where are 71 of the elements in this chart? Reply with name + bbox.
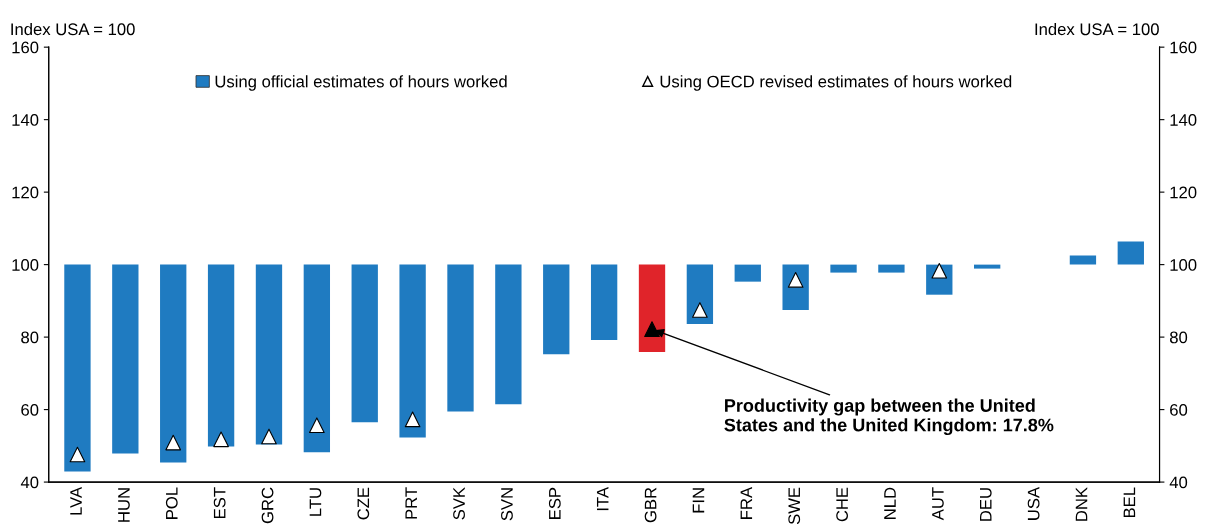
bar [1117, 241, 1144, 265]
x-tick-label: GBR [644, 487, 657, 523]
bar [495, 264, 522, 405]
bar [974, 264, 1001, 269]
x-tick-label: DEU [980, 488, 992, 521]
point [261, 428, 277, 445]
y-tick-label: 60 [21, 403, 39, 416]
x-tick-label: SVN [501, 488, 513, 521]
y-tick-label: 100 [12, 259, 39, 271]
point [931, 262, 948, 279]
y-tick-label: 120 [12, 186, 39, 199]
point [404, 411, 421, 428]
y2-axis-title: Index USA = 100 [1035, 22, 1159, 36]
bar [590, 264, 618, 341]
x-tick-label: ITA [596, 486, 609, 511]
x-tick-label: FRA [740, 486, 753, 519]
bar [160, 264, 187, 463]
legend-label: Using official estimates of hours worked [215, 75, 507, 91]
x-tick-label: SVK [453, 487, 465, 520]
bar [303, 264, 331, 453]
legend-label: Using OECD revised estimates of hours worked [660, 75, 1012, 91]
bar [399, 264, 426, 438]
y2-tick-label: 140 [1170, 114, 1197, 126]
point [213, 431, 229, 448]
x-tick-label: FIN [692, 488, 705, 513]
bar [112, 264, 139, 454]
y-tick-label: 160 [12, 41, 39, 54]
x-tick-label: DNK [1075, 487, 1088, 521]
point [165, 434, 182, 451]
x-tick-label: CZE [357, 487, 370, 520]
y2-tick-label: 60 [1170, 403, 1188, 416]
y-tick-label: 80 [21, 331, 39, 344]
bar [543, 264, 570, 355]
x-tick-label: SWE [788, 487, 801, 524]
y2-tick-label: 120 [1170, 186, 1197, 199]
bar [830, 264, 857, 273]
bar [686, 264, 714, 325]
point [309, 417, 325, 434]
x-tick-label: NLD [884, 487, 896, 519]
point [69, 446, 86, 463]
y2-tick-label: 80 [1169, 331, 1188, 344]
bar [255, 264, 283, 445]
x-tick-label: USA [1027, 486, 1040, 520]
bar [351, 264, 378, 423]
x-tick-label: EST [213, 487, 226, 518]
bar [1069, 255, 1097, 265]
y2-tick-label: 100 [1170, 259, 1197, 271]
bar [447, 264, 474, 412]
point [692, 302, 708, 318]
bar [878, 264, 905, 273]
point [644, 321, 660, 337]
annotation: Productivity gap between the United States and the United Kingdom: 17.8% [724, 398, 1054, 436]
bar [207, 264, 235, 447]
x-tick-label: GRC [261, 487, 274, 524]
x-tick-label: PRT [405, 487, 417, 519]
x-tick-label: AUT [932, 487, 944, 521]
x-tick-label: BEL [1123, 487, 1136, 518]
y-tick-label: 140 [12, 114, 39, 126]
y2-tick-label: 40 [1169, 476, 1188, 489]
x-tick-label: LVA [70, 486, 82, 515]
bar [64, 264, 91, 472]
x-tick-label: HUN [118, 488, 130, 522]
x-tick-label: CHE [836, 487, 848, 522]
y2-tick-label: 160 [1170, 41, 1197, 54]
y-tick-label: 40 [20, 476, 39, 489]
bar [734, 264, 761, 282]
bar [638, 264, 666, 352]
y-axis-title: Index USA = 100 [11, 22, 135, 36]
x-tick-label: POL [165, 487, 178, 519]
x-tick-label: LTU [309, 488, 322, 516]
x-tick-label: ESP [548, 487, 561, 519]
